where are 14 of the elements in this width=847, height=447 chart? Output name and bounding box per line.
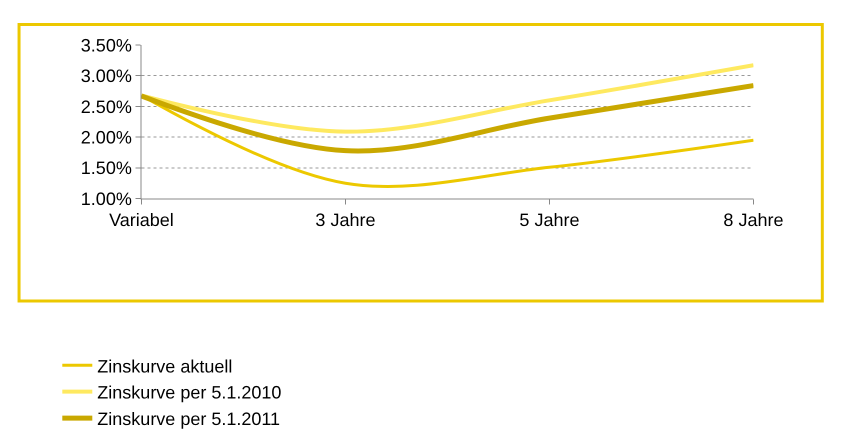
legend-label: Zinskurve per 5.1.2011 [97, 409, 280, 430]
x-tick-label: 8 Jahre [723, 210, 784, 230]
legend-label: Zinskurve per 5.1.2010 [97, 382, 282, 403]
y-tick-label: 1.50% [80, 158, 132, 178]
y-tick-label: 1.00% [80, 188, 132, 209]
line-series [141, 63, 754, 134]
x-tick-label: 5 Jahre [519, 210, 580, 230]
legend-label: Zinskurve aktuell [97, 356, 232, 376]
x-tick-label: Variabel [109, 210, 174, 230]
y-tick-label: 3.50% [80, 35, 132, 56]
y-tick-label: 3.00% [80, 66, 132, 86]
x-tick-label: 3 Jahre [315, 210, 376, 230]
y-tick-label: 2.50% [80, 96, 132, 117]
y-tick-label: 2.00% [80, 127, 132, 148]
